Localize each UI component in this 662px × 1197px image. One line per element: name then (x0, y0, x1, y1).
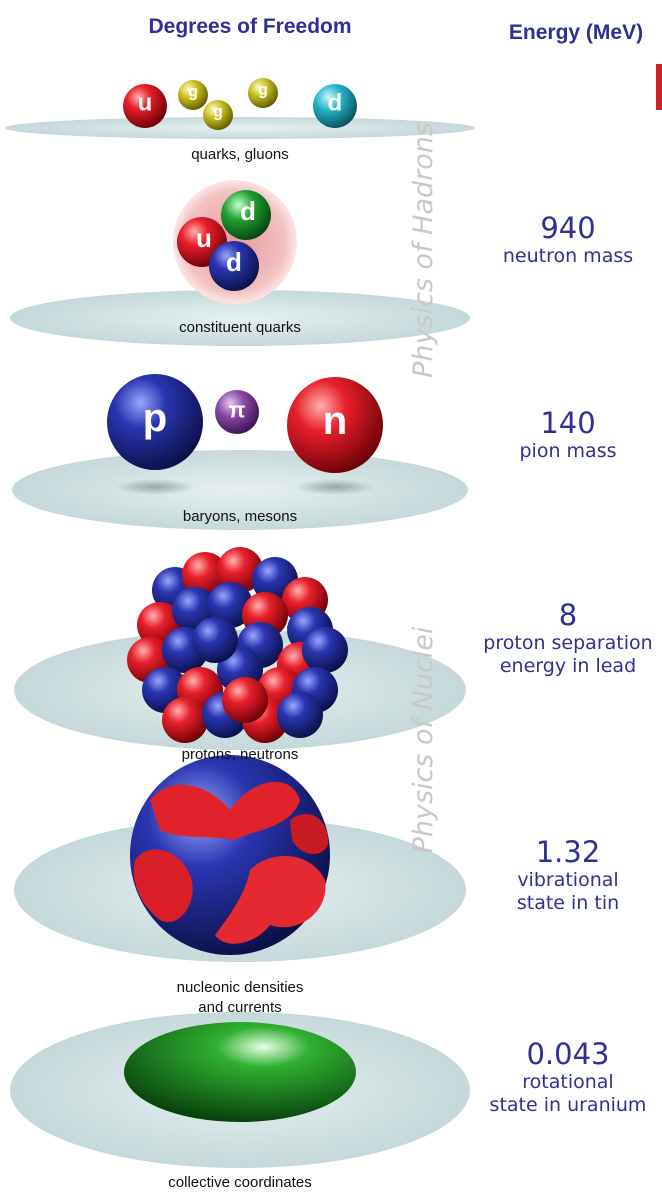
energy-description: proton separation (483, 632, 652, 654)
level-label: constituent quarks (179, 319, 301, 336)
energy-description: pion mass (520, 440, 617, 462)
energy-description: neutron mass (503, 245, 633, 267)
energy-description: vibrational (517, 869, 618, 891)
nucleon (302, 627, 348, 673)
level-label: and currents (198, 999, 281, 1016)
energy-description: energy in lead (500, 655, 636, 677)
shadow (115, 479, 195, 495)
energy-description: state in tin (517, 892, 619, 914)
header-left: Degrees of Freedom (148, 15, 351, 38)
energy-value: 8 (559, 598, 577, 632)
particle-label: d (226, 247, 242, 277)
energy-description: state in uranium (490, 1094, 647, 1116)
level-label: nucleonic densities (177, 979, 304, 996)
densities-blob (130, 755, 330, 955)
particle-label: g (213, 104, 223, 121)
level-label: collective coordinates (168, 1174, 311, 1191)
particle-label: n (323, 399, 347, 443)
energy-value: 0.043 (526, 1037, 609, 1071)
constituent-quarks: u d d (173, 180, 297, 304)
nucleon (277, 692, 323, 738)
particle-label: g (258, 82, 268, 99)
red-marker (656, 64, 662, 110)
diagram: Degrees of Freedom Energy (MeV) Physics … (0, 0, 662, 1197)
level-label: quarks, gluons (191, 146, 289, 163)
particle-label: π (229, 398, 246, 423)
header-right: Energy (MeV) (509, 21, 643, 44)
side-label: Physics of Hadrons (408, 122, 439, 378)
particle-label: d (328, 90, 343, 117)
energy-value: 1.32 (536, 835, 601, 869)
energy-value: 140 (540, 406, 595, 440)
level-label: baryons, mesons (183, 508, 297, 525)
nucleon (162, 697, 208, 743)
particle-label: u (196, 223, 212, 253)
side-label: Physics of Nuclei (408, 626, 439, 853)
particle-label: d (240, 196, 256, 226)
disc (5, 117, 475, 139)
shadow (295, 479, 375, 495)
particle-label: p (143, 396, 167, 440)
energy-value: 940 (540, 211, 595, 245)
level-label: protons, neutrons (182, 746, 299, 763)
particle-label: u (138, 90, 153, 117)
nucleon (222, 677, 268, 723)
energy-description: rotational (522, 1071, 613, 1093)
deformed-nucleus (124, 1022, 356, 1122)
nucleon (192, 617, 238, 663)
particle-label: g (188, 84, 198, 101)
